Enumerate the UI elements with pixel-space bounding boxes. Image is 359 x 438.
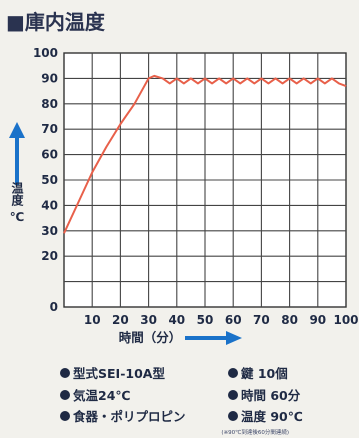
temperature-line xyxy=(63,74,347,234)
legend-qty-text: 鍵 10個 xyxy=(241,366,288,381)
legend-model-text: 型式SEI-10A型 xyxy=(73,366,165,381)
x-tick-label: 30 xyxy=(140,313,157,327)
y-tick-label: 40 xyxy=(41,198,58,212)
y-tick-label: 30 xyxy=(41,224,58,238)
bullet-icon xyxy=(228,367,238,378)
y-tick-label: 70 xyxy=(41,122,58,136)
legend-settemp: 温度 90℃ xyxy=(228,406,303,425)
x-tick-label: 20 xyxy=(112,313,129,327)
x-axis-label: 時間（分） xyxy=(119,330,182,345)
legend-model: 型式SEI-10A型 xyxy=(60,363,165,382)
footnote: (※90℃到達後60分間連続) xyxy=(221,430,289,436)
y-tick-label: 50 xyxy=(41,173,58,187)
bullet-icon xyxy=(60,410,70,421)
x-tick-label: 100 xyxy=(333,313,358,327)
y-tick-label: 20 xyxy=(41,249,58,263)
legend-temp: 気温24℃ xyxy=(60,385,131,404)
y-tick-label: 90 xyxy=(41,71,58,85)
x-tick-label: 40 xyxy=(168,313,185,327)
y-axis-arrow-head xyxy=(9,122,25,138)
x-tick-label: 70 xyxy=(253,313,270,327)
legend-time-text: 時間 60分 xyxy=(241,388,301,403)
bullet-icon xyxy=(228,389,238,400)
y-tick-label: 60 xyxy=(41,148,58,162)
x-tick-label: 10 xyxy=(84,313,101,327)
y-tick-label: 100 xyxy=(33,46,58,60)
legend-temp-text: 気温24℃ xyxy=(73,388,131,403)
x-axis-arrow-head xyxy=(226,331,242,345)
title-text: ■庫内温度 xyxy=(6,10,105,34)
legend-qty: 鍵 10個 xyxy=(228,363,288,382)
y-tick-label: 80 xyxy=(41,97,58,111)
x-tick-label: 60 xyxy=(225,313,242,327)
y-axis-label: 温度 ℃ xyxy=(10,181,24,224)
legend-food: 食器・ポリプロピン xyxy=(60,406,186,425)
y-tick-label: 0 xyxy=(50,300,58,314)
x-tick-label: 80 xyxy=(281,313,298,327)
x-tick-label: 90 xyxy=(309,313,326,327)
chart-title: ■庫内温度 xyxy=(6,6,105,35)
legend-time: 時間 60分 xyxy=(228,385,300,404)
bullet-icon xyxy=(60,367,70,378)
bullet-icon xyxy=(60,389,70,400)
legend-food-text: 食器・ポリプロピン xyxy=(73,409,186,424)
legend-settemp-text: 温度 90℃ xyxy=(241,409,303,424)
x-tick-label: 50 xyxy=(197,313,214,327)
bullet-icon xyxy=(228,410,238,421)
